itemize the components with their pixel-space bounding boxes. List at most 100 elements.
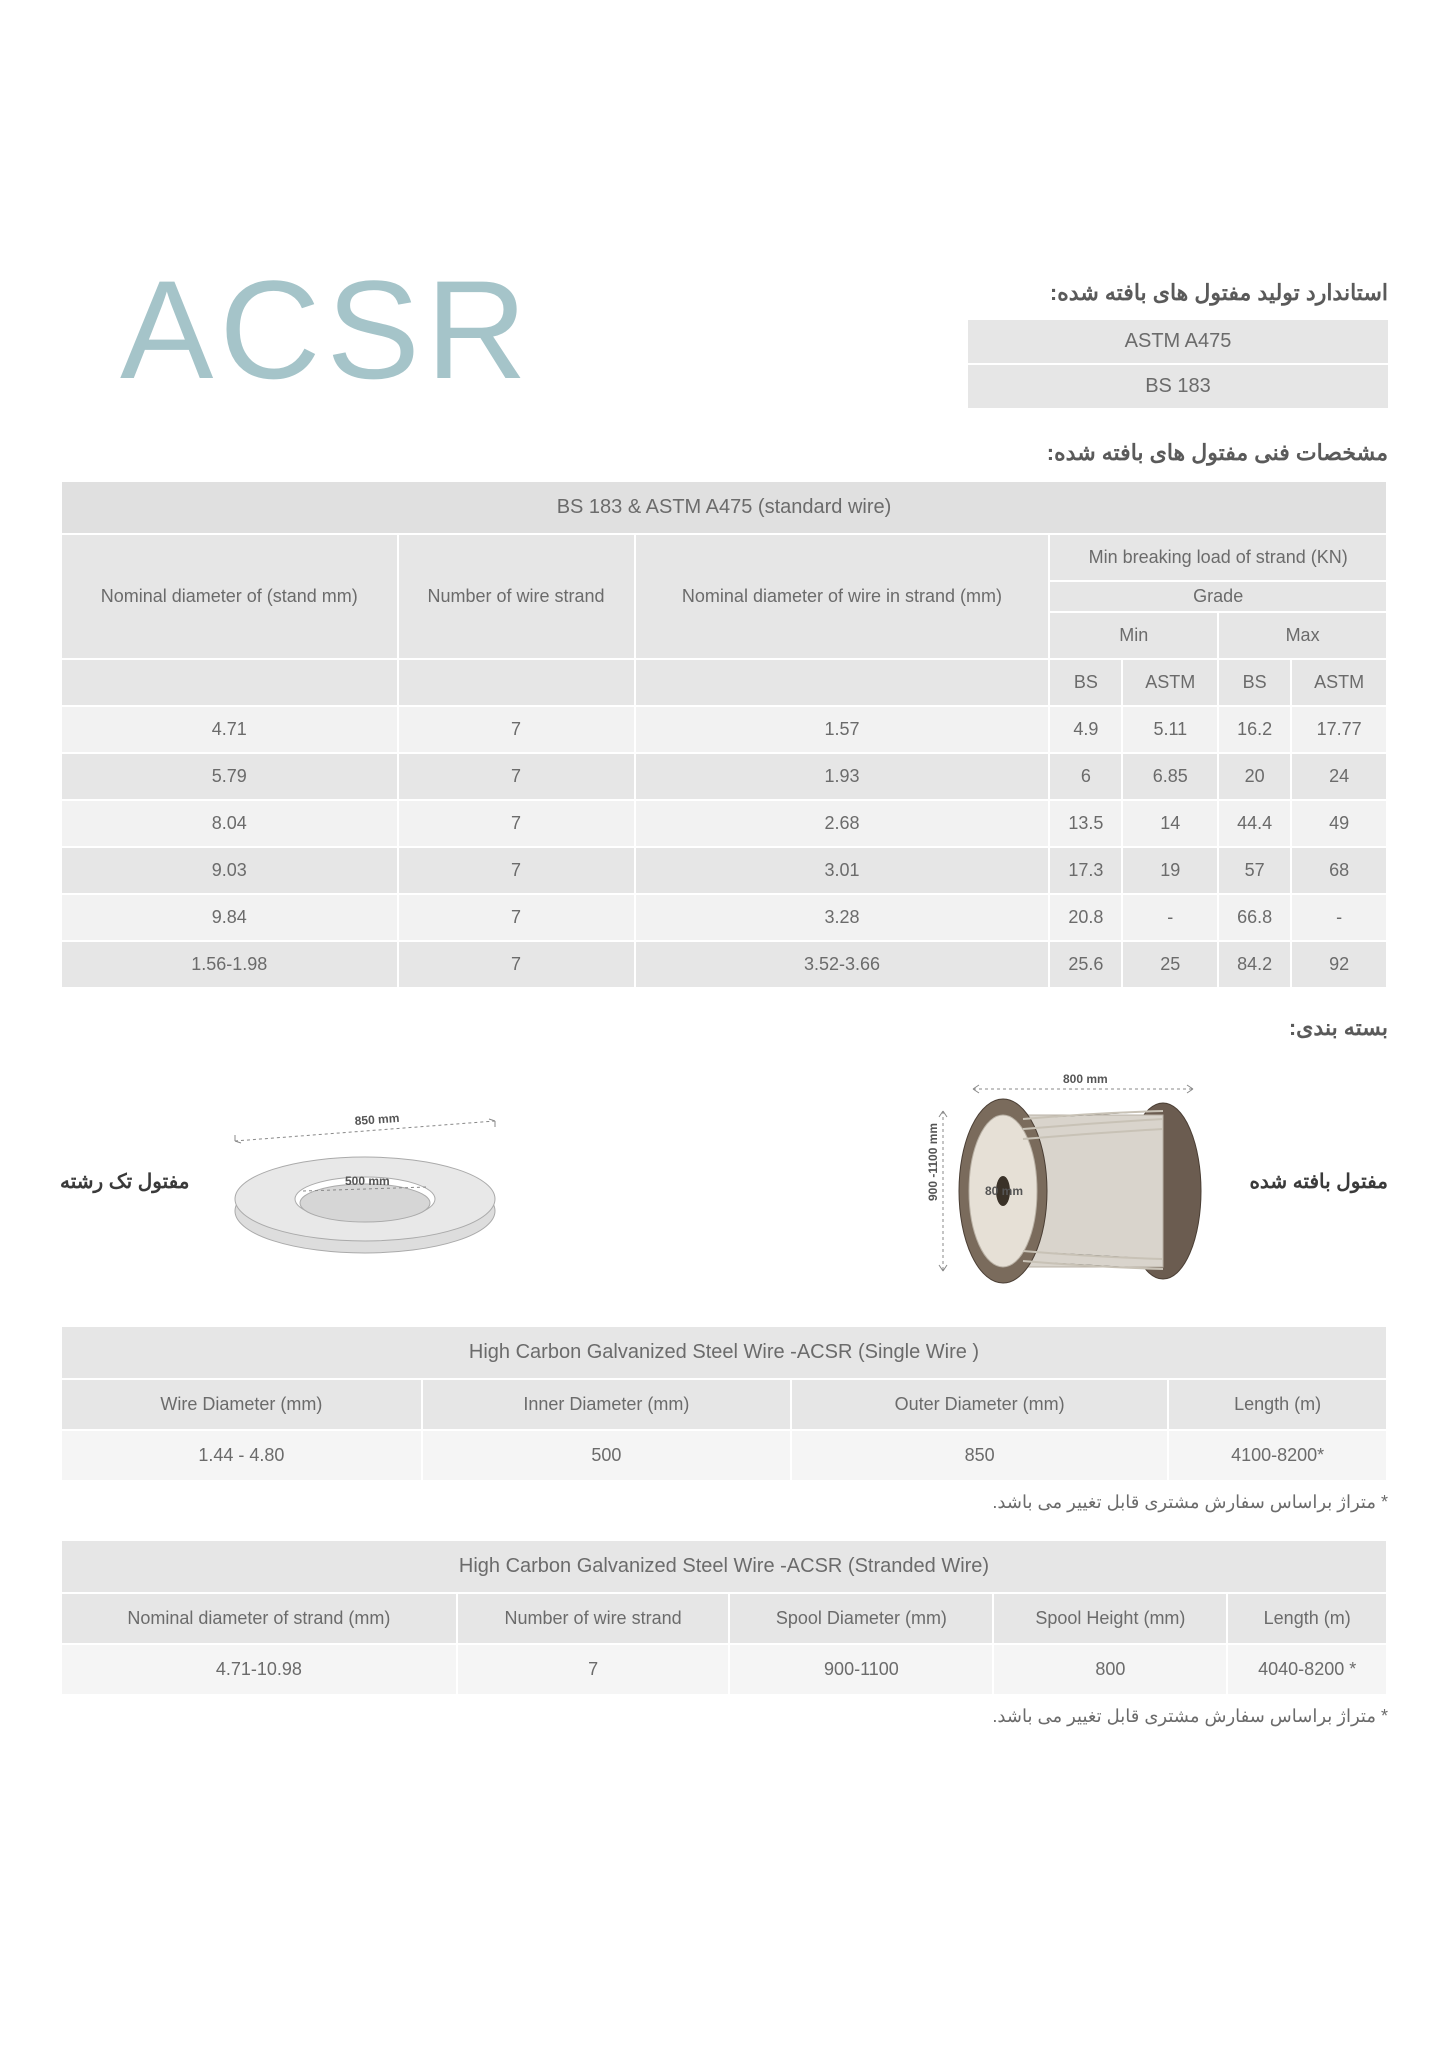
cell: 7: [399, 848, 634, 893]
col-header: Nominal diameter of strand (mm): [62, 1594, 456, 1643]
header: ACSR استاندارد تولید مفتول های بافته شده…: [60, 260, 1388, 410]
single-wire-table: High Carbon Galvanized Steel Wire -ACSR …: [60, 1325, 1388, 1482]
cell: 1.93: [636, 754, 1049, 799]
cell: 44.4: [1219, 801, 1290, 846]
col-header: Length (m): [1228, 1594, 1386, 1643]
col-header: Number of wire strand: [458, 1594, 729, 1643]
packaging-row: مفتول تک رشته 850 mm 500 mm 800 mm 900 -…: [60, 1061, 1388, 1301]
cell: 49: [1292, 801, 1386, 846]
footnote: * متراژ براساس سفارش مشتری قابل تغییر می…: [60, 1492, 1388, 1513]
cell: 25: [1123, 942, 1217, 987]
cell: 20: [1219, 754, 1290, 799]
col-header: Spool Height (mm): [994, 1594, 1226, 1643]
table-title: BS 183 & ASTM A475 (standard wire): [62, 482, 1386, 533]
cell: 25.6: [1050, 942, 1121, 987]
stranded-wire-title: High Carbon Galvanized Steel Wire -ACSR …: [62, 1541, 1386, 1592]
cell: 4100-8200*: [1169, 1431, 1386, 1480]
page-title: ACSR: [120, 260, 533, 400]
cell: 6: [1050, 754, 1121, 799]
standards-box: استاندارد تولید مفتول های بافته شده: AST…: [968, 280, 1388, 410]
cell: 92: [1292, 942, 1386, 987]
cell: 16.2: [1219, 707, 1290, 752]
cell: 68: [1292, 848, 1386, 893]
col-header: Number of wire strand: [399, 535, 634, 658]
spool-height-dim: 900 -1100 mm: [926, 1123, 940, 1201]
astm-header: ASTM: [1123, 660, 1217, 705]
cell: 5.79: [62, 754, 397, 799]
cell: 19: [1123, 848, 1217, 893]
standards-heading: استاندارد تولید مفتول های بافته شده:: [968, 280, 1388, 306]
cell: 1.56-1.98: [62, 942, 397, 987]
spool-icon: 800 mm 900 -1100 mm 80 mm: [893, 1061, 1233, 1301]
cell: 57: [1219, 848, 1290, 893]
min-header: Min: [1050, 613, 1217, 658]
cell: 14: [1123, 801, 1217, 846]
cell: -: [1123, 895, 1217, 940]
coil-icon: 850 mm 500 mm: [205, 1081, 525, 1281]
cell: 6.85: [1123, 754, 1217, 799]
stranded-wire-label: مفتول بافته شده: [1249, 1169, 1388, 1194]
bs-header: BS: [1050, 660, 1121, 705]
cell: 1.44 - 4.80: [62, 1431, 421, 1480]
spool-width-dim: 800 mm: [1063, 1072, 1108, 1086]
table-row: 4.7171.574.95.1116.217.77: [62, 707, 1386, 752]
col-header: Wire Diameter (mm): [62, 1380, 421, 1429]
cell: 66.8: [1219, 895, 1290, 940]
single-wire-label: مفتول تک رشته: [60, 1169, 189, 1194]
table-row: 1.56-1.9873.52-3.6625.62584.292: [62, 942, 1386, 987]
cell: 4.71-10.98: [62, 1645, 456, 1694]
cell: 24: [1292, 754, 1386, 799]
single-wire-title: High Carbon Galvanized Steel Wire -ACSR …: [62, 1327, 1386, 1378]
cell: 20.8: [1050, 895, 1121, 940]
grade-header: Grade: [1050, 582, 1386, 611]
cell: 1.57: [636, 707, 1049, 752]
cell: 7: [399, 895, 634, 940]
cell: 17.3: [1050, 848, 1121, 893]
standard-row: ASTM A475: [968, 320, 1388, 365]
cell: 850: [792, 1431, 1167, 1480]
cell: 500: [423, 1431, 790, 1480]
cell: 17.77: [1292, 707, 1386, 752]
spool-core-dim: 80 mm: [985, 1184, 1023, 1198]
cell: 7: [399, 707, 634, 752]
coil-inner-dim: 500 mm: [345, 1174, 390, 1188]
astm-header: ASTM: [1292, 660, 1386, 705]
cell: 5.11: [1123, 707, 1217, 752]
stranded-wire-package: 800 mm 900 -1100 mm 80 mm مفتول بافته شد…: [893, 1061, 1388, 1301]
standard-row: BS 183: [968, 365, 1388, 410]
cell: 7: [399, 942, 634, 987]
stranded-wire-table: High Carbon Galvanized Steel Wire -ACSR …: [60, 1539, 1388, 1696]
cell: 9.03: [62, 848, 397, 893]
table-row: 8.0472.6813.51444.449: [62, 801, 1386, 846]
col-header: Spool Diameter (mm): [730, 1594, 992, 1643]
col-header: Outer Diameter (mm): [792, 1380, 1167, 1429]
col-header: Inner Diameter (mm): [423, 1380, 790, 1429]
table-row: 5.7971.9366.852024: [62, 754, 1386, 799]
cell: 4.71: [62, 707, 397, 752]
col-header: Nominal diameter of wire in strand (mm): [636, 535, 1049, 658]
single-wire-package: مفتول تک رشته 850 mm 500 mm: [60, 1081, 525, 1281]
cell: 7: [458, 1645, 729, 1694]
col-header: Min breaking load of strand (KN): [1050, 535, 1386, 580]
cell: 9.84: [62, 895, 397, 940]
packaging-heading: بسته بندی:: [1289, 1015, 1388, 1041]
cell: 13.5: [1050, 801, 1121, 846]
bs-header: BS: [1219, 660, 1290, 705]
specs-table: BS 183 & ASTM A475 (standard wire) Nomin…: [60, 480, 1388, 989]
table-row: 9.0373.0117.3195768: [62, 848, 1386, 893]
cell: 3.01: [636, 848, 1049, 893]
col-header: Length (m): [1169, 1380, 1386, 1429]
specs-heading: مشخصات فنی مفتول های بافته شده:: [60, 440, 1388, 466]
cell: 4040-8200 *: [1228, 1645, 1386, 1694]
cell: 84.2: [1219, 942, 1290, 987]
cell: -: [1292, 895, 1386, 940]
cell: 7: [399, 801, 634, 846]
table-row: 9.8473.2820.8-66.8-: [62, 895, 1386, 940]
cell: 3.28: [636, 895, 1049, 940]
cell: 800: [994, 1645, 1226, 1694]
cell: 7: [399, 754, 634, 799]
cell: 4.9: [1050, 707, 1121, 752]
footnote: * متراژ براساس سفارش مشتری قابل تغییر می…: [60, 1706, 1388, 1727]
cell: 8.04: [62, 801, 397, 846]
cell: 2.68: [636, 801, 1049, 846]
